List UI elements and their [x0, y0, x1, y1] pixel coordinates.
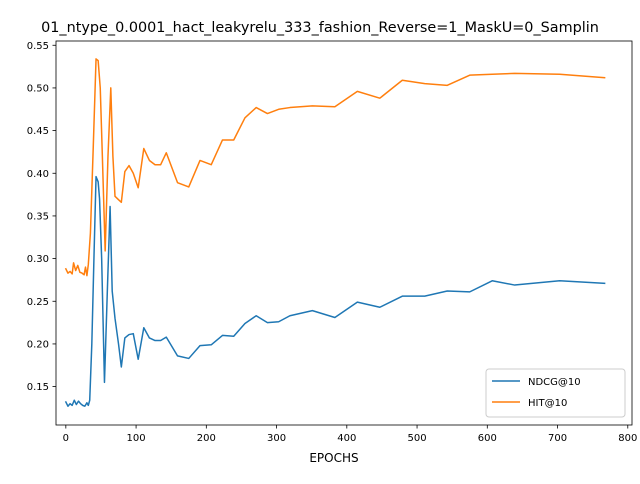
- x-tick-label: 100: [127, 433, 146, 444]
- y-tick-label: 0.35: [27, 212, 49, 223]
- y-tick-label: 0.45: [27, 126, 49, 137]
- y-tick-label: 0.25: [27, 297, 49, 308]
- y-tick-label: 0.20: [27, 340, 49, 351]
- y-tick-label: 0.40: [27, 169, 49, 180]
- axes-frame: [55, 40, 633, 426]
- x-tick-label: 800: [618, 433, 637, 444]
- legend: NDCG@10 HIT@10: [485, 368, 626, 418]
- x-tick-label: 300: [267, 433, 286, 444]
- y-tick-label: 0.55: [27, 41, 49, 52]
- y-tick-label: 0.50: [27, 84, 49, 95]
- legend-label: NDCG@10: [528, 377, 581, 388]
- x-tick-label: 700: [548, 433, 567, 444]
- series-line-hit-10: [64, 58, 606, 277]
- chart-title: 01_ntype_0.0001_hact_leakyrelu_333_fashi…: [41, 20, 599, 36]
- x-tick-label: 400: [337, 433, 356, 444]
- x-tick-label: 200: [197, 433, 216, 444]
- y-tick-label: 0.15: [27, 382, 49, 393]
- x-tick-label: 500: [408, 433, 427, 444]
- series-line-ndcg-10: [64, 175, 606, 407]
- legend-box: [485, 368, 626, 418]
- plot-area: [64, 58, 606, 407]
- legend-label: HIT@10: [528, 398, 567, 409]
- x-tick-label: 0: [63, 433, 69, 444]
- y-tick-label: 0.30: [27, 254, 49, 265]
- axes: 0 100 200 300 400 500 600 700 800 0.15 0.20 0.25 0.3…: [27, 40, 637, 444]
- x-axis-label: EPOCHS: [309, 451, 358, 465]
- x-tick-label: 600: [478, 433, 497, 444]
